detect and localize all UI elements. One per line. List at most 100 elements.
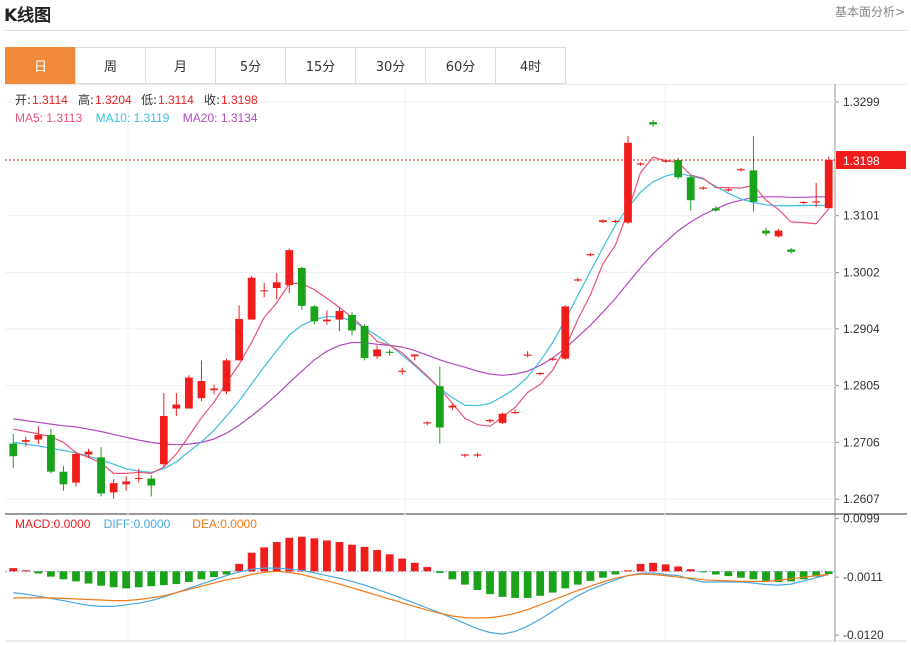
macd-bar [285, 537, 294, 572]
macd-bar [523, 571, 532, 598]
macd-bar [749, 571, 758, 580]
ohlc-value: 1.3114 [158, 93, 194, 107]
candle-body [34, 434, 43, 440]
macd-legend: DIFF:0.0000 [104, 517, 171, 531]
candle-body [247, 277, 256, 320]
tab-5min[interactable]: 5分 [215, 47, 286, 84]
macd-bar [109, 571, 118, 588]
ma-legend: MA20: 1.3134 [183, 111, 258, 125]
kline-chart[interactable]: 1.3299 1.3101 1.3002 1.2904 1.2805 1.2706 1.26… [5, 84, 907, 642]
macd-tick-label: -0.0120 [843, 628, 884, 642]
macd-bar [636, 563, 645, 572]
candle-body [486, 420, 494, 422]
candle-body [523, 354, 532, 356]
macd-bar [787, 571, 795, 582]
macd-bar [824, 571, 833, 574]
candle-body [423, 422, 432, 424]
macd-legend: MACD:0.0000 [15, 517, 91, 531]
macd-bar [210, 571, 218, 578]
candle-body [159, 416, 168, 465]
macd-tick-label: 0.0099 [843, 512, 880, 526]
macd-bar [348, 544, 356, 572]
macd-bar [373, 550, 381, 572]
dea-line [13, 570, 829, 619]
candle-body [172, 404, 181, 409]
candle-body [511, 411, 519, 414]
candle-body [260, 290, 269, 292]
page-title: K线图 [4, 6, 52, 26]
macd-bar [737, 571, 745, 578]
tab-month[interactable]: 月 [145, 47, 216, 84]
macd-bar [799, 571, 808, 580]
macd-bar [498, 571, 507, 597]
macd-bar [674, 566, 683, 572]
candle-body [310, 306, 319, 322]
candle-body [724, 189, 733, 191]
current-price-label: 1.3198 [843, 154, 880, 168]
macd-bar [536, 571, 545, 596]
macd-bar [423, 567, 432, 572]
tab-30min[interactable]: 30分 [355, 47, 426, 84]
candle-body [624, 142, 632, 223]
macd-bar [486, 571, 494, 595]
macd-bar [548, 571, 557, 593]
macd-bar [699, 571, 708, 573]
tab-15min[interactable]: 15分 [285, 47, 356, 84]
ohlc-label: 开: [15, 93, 31, 107]
macd-bar [260, 547, 269, 572]
y-tick-label: 1.2904 [843, 322, 880, 336]
macd-bar [222, 571, 231, 575]
y-tick-label: 1.3299 [843, 95, 880, 109]
candle-body [636, 163, 645, 165]
macd-bar [47, 571, 55, 577]
macd-bar [511, 571, 519, 598]
ma10-line [13, 172, 829, 473]
macd-bar [297, 536, 306, 572]
tab-60min[interactable]: 60分 [425, 47, 496, 84]
macd-bar [335, 542, 344, 572]
macd-bar [323, 540, 331, 572]
y-tick-label: 1.2805 [843, 379, 880, 393]
candle-body [573, 279, 582, 281]
macd-bar [398, 558, 407, 572]
candle-body [461, 454, 469, 456]
candle-body [222, 360, 231, 392]
macd-bar [473, 571, 482, 590]
ma-legend: MA10: 1.3119 [96, 111, 170, 125]
candle-body [360, 325, 369, 359]
fundamental-analysis-link[interactable]: 基本面分析> [834, 5, 905, 19]
candle-body [799, 201, 808, 204]
macd-bar [435, 571, 444, 573]
macd-bar [122, 571, 131, 589]
tab-week[interactable]: 周 [75, 47, 146, 84]
macd-bar [812, 571, 821, 577]
macd-bar [561, 571, 570, 589]
macd-bar [586, 571, 595, 581]
macd-bar [72, 571, 80, 582]
candle-body [435, 386, 444, 428]
candle-body [661, 160, 670, 162]
macd-bar [774, 571, 783, 582]
candle-body [84, 451, 93, 455]
macd-bar [360, 546, 369, 572]
ohlc-label: 低: [141, 93, 157, 107]
candle-body [122, 481, 131, 485]
macd-bar [235, 563, 243, 572]
macd-bar [34, 571, 43, 574]
tab-4hour[interactable]: 4时 [495, 47, 566, 84]
candle-body [473, 454, 482, 456]
macd-bar [159, 571, 168, 586]
tab-day[interactable]: 日 [5, 47, 76, 84]
ohlc-value: 1.3204 [95, 93, 132, 107]
candle-body [812, 201, 821, 203]
macd-bar [461, 571, 469, 585]
candle-body [47, 434, 55, 472]
candle-body [686, 177, 695, 201]
macd-bar [385, 554, 394, 572]
candle-body [824, 160, 833, 209]
macd-bar [762, 571, 770, 581]
candle-body [448, 405, 457, 408]
candle-body [147, 478, 156, 486]
candle-body [599, 220, 607, 223]
macd-bar [599, 571, 607, 578]
